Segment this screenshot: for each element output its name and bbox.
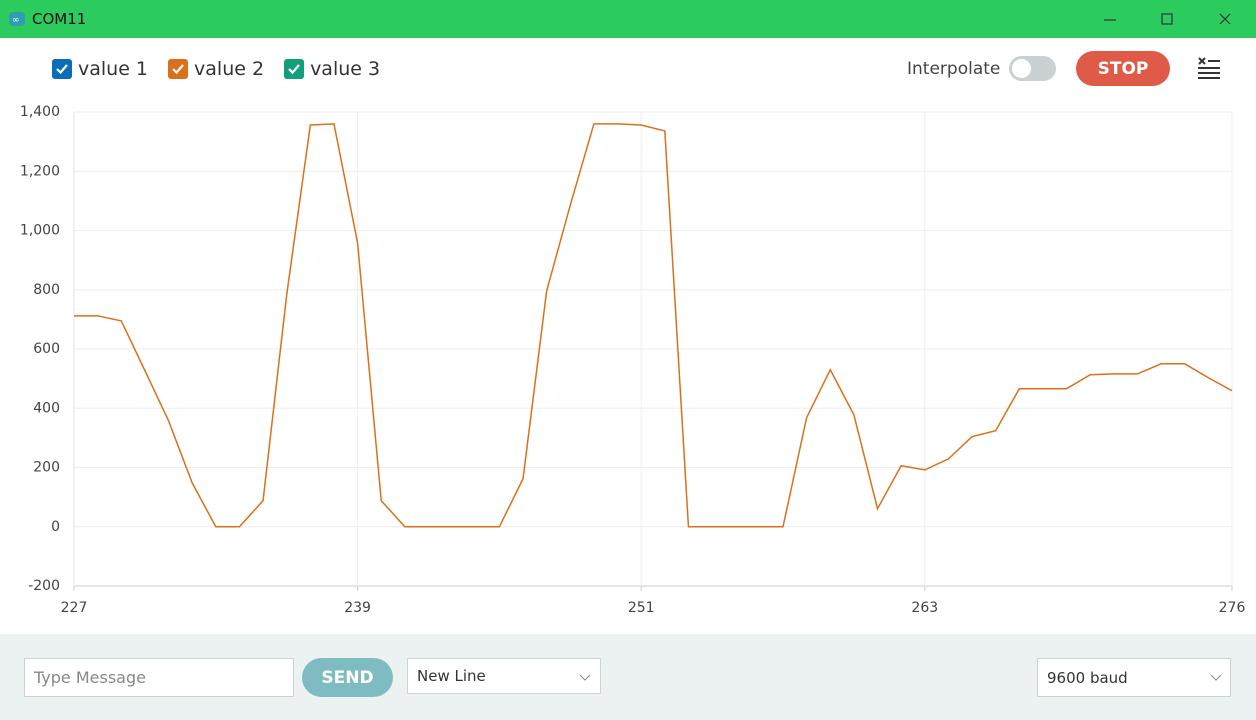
line-ending-select[interactable]: New Line — [407, 658, 601, 694]
check-mark — [56, 64, 68, 75]
app-icon-glyph: ∞ — [12, 16, 20, 26]
y-tick-label: 0 — [51, 519, 60, 535]
x-tick-label: 227 — [61, 600, 88, 616]
legend-label: value 1 — [78, 58, 149, 80]
interpolate-label: Interpolate — [907, 59, 1001, 79]
interpolate-toggle[interactable] — [1009, 56, 1056, 81]
app-icon — [9, 12, 25, 26]
y-tick-label: 600 — [33, 341, 60, 357]
legend-item[interactable]: value 3 — [284, 58, 380, 80]
footer: Type Message SEND New Line 9600 baud — [0, 634, 1256, 720]
y-tick-label: 1,400 — [20, 104, 60, 120]
close-button[interactable] — [1219, 13, 1231, 25]
line-ending-value: New Line — [417, 667, 486, 685]
y-tick-label: 1,000 — [20, 223, 60, 239]
x-tick-label: 276 — [1219, 600, 1246, 616]
stop-button[interactable]: STOP — [1076, 51, 1170, 86]
x-tick-label: 239 — [344, 600, 371, 616]
toggle-knob — [1012, 59, 1031, 78]
x-tick-label: 251 — [628, 600, 655, 616]
y-tick-label: 800 — [33, 282, 60, 298]
y-tick-label: 400 — [33, 400, 60, 416]
title-bar: ∞ COM11 — [0, 0, 1256, 38]
y-tick-label: -200 — [28, 578, 60, 594]
legend-label: value 3 — [310, 58, 381, 80]
check-mark — [288, 64, 300, 75]
legend-checkbox[interactable] — [168, 59, 189, 79]
legend: value 1 value 2 value 3 — [52, 58, 380, 80]
title-icons: ∞ — [9, 12, 1231, 26]
legend-item[interactable]: value 2 — [168, 58, 264, 80]
window-title: COM11 — [32, 10, 87, 28]
y-tick-label: 200 — [33, 460, 60, 476]
clear-button[interactable] — [1196, 56, 1222, 80]
legend-item[interactable]: value 1 — [52, 58, 148, 80]
dropdown-arrow — [1210, 674, 1222, 681]
legend-label: value 2 — [194, 58, 265, 80]
check-mark — [172, 64, 184, 75]
x-tick-label: 263 — [911, 600, 938, 616]
legend-checkbox[interactable] — [284, 59, 305, 79]
maximize-button[interactable] — [1161, 13, 1173, 25]
dropdown-arrow — [579, 674, 591, 681]
chart: -200 0 200 400 600 800 1,000 1,200 1,400 227 239 25… — [20, 104, 1246, 616]
legend-checkbox[interactable] — [52, 59, 72, 79]
message-input[interactable]: Type Message — [24, 658, 294, 697]
send-button[interactable]: SEND — [302, 658, 393, 697]
baud-select[interactable]: 9600 baud — [1037, 658, 1231, 697]
y-tick-label: 1,200 — [20, 163, 60, 179]
data-line — [74, 123, 1233, 528]
baud-value: 9600 baud — [1047, 668, 1128, 687]
